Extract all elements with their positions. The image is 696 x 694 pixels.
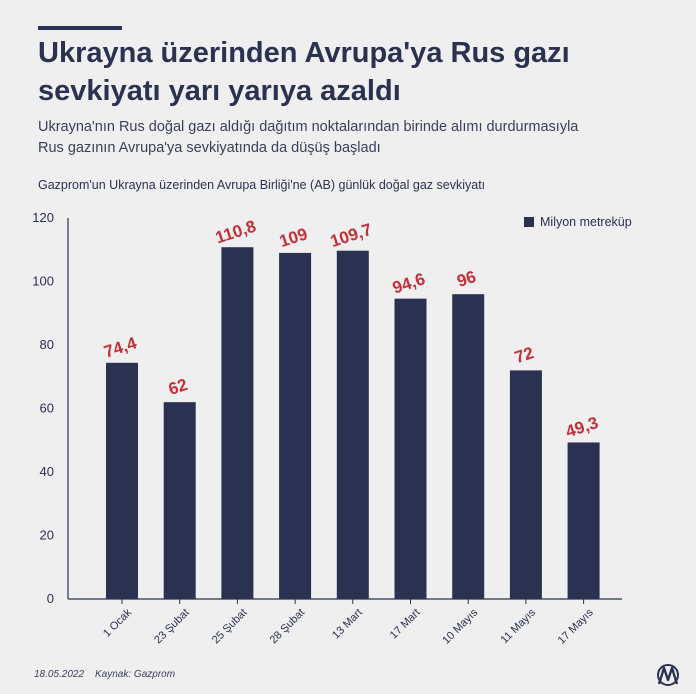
aa-logo-icon — [657, 664, 679, 686]
page-title: Ukrayna üzerinden Avrupa'ya Rus gazı sev… — [38, 34, 678, 110]
bar-value-label: 110,8 — [213, 217, 258, 248]
y-tick-label: 40 — [40, 464, 54, 479]
x-tick-label: 10 Mayıs — [440, 606, 480, 646]
bar-value-label: 96 — [455, 267, 479, 291]
bar-value-label: 62 — [166, 375, 190, 399]
x-tick-label: 11 Mayıs — [499, 606, 539, 646]
bar — [163, 402, 196, 599]
x-tick-label: 17 Mayıs — [556, 606, 596, 646]
y-tick-label: 60 — [40, 401, 54, 416]
y-tick-label: 120 — [32, 210, 54, 225]
bar — [509, 370, 542, 599]
y-tick-label: 0 — [47, 591, 54, 606]
x-tick-label: 17 Mart — [388, 607, 423, 642]
subtitle-line-1: Ukrayna'nın Rus doğal gazı aldığı dağıtı… — [38, 119, 579, 135]
x-tick-label: 25 Şubat — [210, 607, 250, 647]
top-rule — [38, 26, 122, 30]
bar-value-label: 74,4 — [102, 333, 140, 361]
bar — [279, 252, 312, 600]
chart-title: Gazprom'un Ukrayna üzerinden Avrupa Birl… — [38, 178, 486, 192]
chart-legend: Milyon metreküp — [524, 215, 632, 229]
title-line-1: Ukrayna üzerinden Avrupa'ya Rus gazı — [38, 37, 570, 69]
legend-label: Milyon metreküp — [540, 215, 632, 229]
bar — [567, 442, 600, 599]
bar — [394, 298, 427, 599]
bar — [106, 362, 138, 599]
subtitle-line-2: Rus gazının Avrupa'ya sevkiyatında da dü… — [38, 140, 381, 156]
x-tick-label: 13 Mart — [330, 607, 365, 642]
chart-bars — [106, 247, 600, 600]
x-tick-label: 23 Şubat — [152, 607, 192, 647]
bar-value-label: 109,7 — [328, 220, 374, 251]
bar — [221, 247, 254, 599]
bar-value-label: 49,3 — [563, 413, 600, 441]
x-tick-label: 28 Şubat — [268, 607, 308, 647]
x-tick-label: 1 Ocak — [101, 606, 134, 639]
bar — [452, 294, 485, 599]
footer-date: 18.05.2022 — [34, 669, 85, 680]
legend-swatch — [524, 217, 534, 227]
y-tick-label: 80 — [40, 337, 54, 352]
bar-value-label: 94,6 — [390, 269, 427, 297]
page-subtitle: Ukrayna'nın Rus doğal gazı aldığı dağıtı… — [38, 117, 678, 159]
y-tick-label: 20 — [40, 528, 54, 543]
chart-x-ticks: 1 Ocak 23 Şubat 25 Şubat 28 Şubat 13 Mart 17 … — [101, 599, 596, 647]
bar-value-label: 72 — [512, 343, 536, 367]
footer-source: Kaynak: Gazprom — [95, 669, 176, 680]
y-tick-label: 100 — [32, 274, 54, 289]
title-line-2: sevkiyatı yarı yarıya azaldı — [38, 75, 401, 107]
bar-value-label: 109 — [277, 224, 310, 251]
bar — [336, 250, 369, 599]
